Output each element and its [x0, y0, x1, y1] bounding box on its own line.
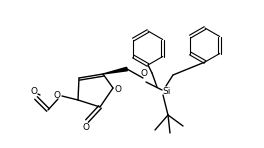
Polygon shape: [103, 67, 127, 74]
Text: O: O: [115, 85, 121, 94]
Text: Si: Si: [163, 86, 171, 95]
Text: O: O: [31, 87, 37, 96]
Text: O: O: [82, 123, 89, 132]
Text: O: O: [140, 69, 148, 78]
Text: O: O: [54, 90, 60, 99]
